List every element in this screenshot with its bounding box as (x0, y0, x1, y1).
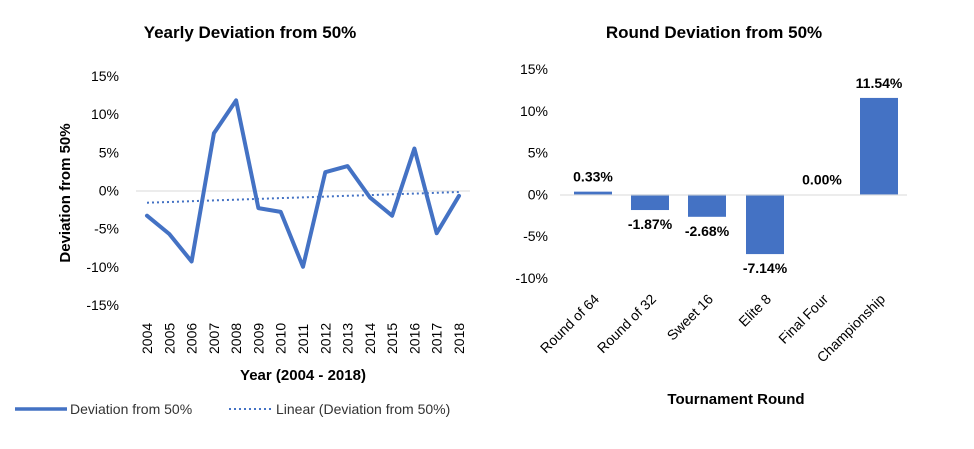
left-x-tick-label: 2005 (161, 323, 177, 354)
left-y-tick-label: 0% (99, 183, 119, 199)
right-x-tick-label: Round of 64 (537, 291, 602, 356)
right-y-tick-label: -5% (523, 228, 548, 244)
right-x-tick-label: Round of 32 (594, 291, 659, 356)
right-x-axis-title: Tournament Round (667, 391, 804, 408)
bar-elite-8 (746, 194, 784, 255)
left-x-axis-ticks: 2004 2005 2006 2007 2008 2009 2010 2011 2012 2013… (139, 323, 467, 354)
left-y-tick-label: -5% (94, 221, 119, 237)
right-y-tick-label: -10% (515, 270, 548, 286)
left-x-tick-label: 2009 (250, 323, 266, 354)
left-x-tick-label: 2014 (362, 323, 378, 354)
bar-data-label: -1.87% (628, 216, 673, 232)
right-bars-group: 0.33% -1.87% -2.68% -7.14% 0.00% 11.54% (573, 75, 903, 276)
right-y-tick-label: 0% (528, 186, 548, 202)
bar-round-of-32 (631, 194, 669, 211)
left-y-axis-title: Deviation from 50% (57, 123, 74, 262)
left-x-axis-title: Year (2004 - 2018) (240, 367, 366, 384)
left-y-tick-label: -10% (86, 259, 119, 275)
left-x-tick-label: 2011 (295, 324, 311, 354)
bar-championship (860, 97, 898, 195)
bar-data-label: 11.54% (856, 75, 903, 91)
yearly-deviation-chart: Yearly Deviation from 50% 15% 10% 5% 0% -5% -… (15, 23, 470, 417)
right-x-tick-label: Elite 8 (735, 291, 774, 330)
bar-data-label: 0.33% (573, 169, 613, 185)
left-y-tick-label: 10% (91, 106, 119, 122)
bar-data-label: -2.68% (685, 223, 730, 239)
round-deviation-chart: Round Deviation from 50% 15% 10% 5% 0% -5% -1… (515, 23, 907, 408)
right-y-tick-label: 15% (520, 61, 548, 77)
left-x-tick-label: 2015 (384, 323, 400, 354)
left-x-tick-label: 2012 (317, 323, 333, 354)
left-x-tick-label: 2017 (429, 323, 445, 354)
legend-trend-label: Linear (Deviation from 50%) (276, 401, 450, 417)
left-x-tick-label: 2018 (451, 323, 467, 354)
right-y-axis-ticks: 15% 10% 5% 0% -5% -10% (515, 61, 548, 286)
left-series-group (145, 98, 461, 269)
left-x-tick-label: 2013 (340, 323, 356, 354)
left-y-tick-label: -15% (86, 297, 119, 313)
left-x-tick-label: 2006 (184, 323, 200, 354)
left-x-tick-label: 2016 (406, 323, 422, 354)
left-chart-title: Yearly Deviation from 50% (144, 23, 357, 42)
left-x-tick-label: 2008 (228, 323, 244, 354)
right-y-tick-label: 5% (528, 145, 548, 161)
right-x-tick-label: Final Four (775, 291, 831, 347)
deviation-series-line (145, 98, 461, 269)
left-x-tick-label: 2007 (206, 323, 222, 354)
left-x-tick-label: 2010 (273, 323, 289, 354)
legend: Deviation from 50% Linear (Deviation fro… (15, 401, 450, 417)
left-y-axis-ticks: 15% 10% 5% 0% -5% -10% -15% (86, 68, 119, 313)
right-x-tick-label: Sweet 16 (664, 291, 717, 344)
legend-series-label: Deviation from 50% (70, 401, 192, 417)
left-y-tick-label: 5% (99, 144, 119, 160)
bar-sweet-16 (688, 194, 726, 217)
right-y-tick-label: 10% (520, 103, 548, 119)
linear-trendline (146, 191, 460, 204)
right-chart-title: Round Deviation from 50% (606, 23, 822, 42)
bar-round-of-64 (574, 191, 612, 195)
bar-data-label: 0.00% (802, 171, 842, 187)
left-y-tick-label: 15% (91, 68, 119, 84)
left-x-tick-label: 2004 (139, 323, 155, 354)
bar-data-label: -7.14% (743, 260, 788, 276)
